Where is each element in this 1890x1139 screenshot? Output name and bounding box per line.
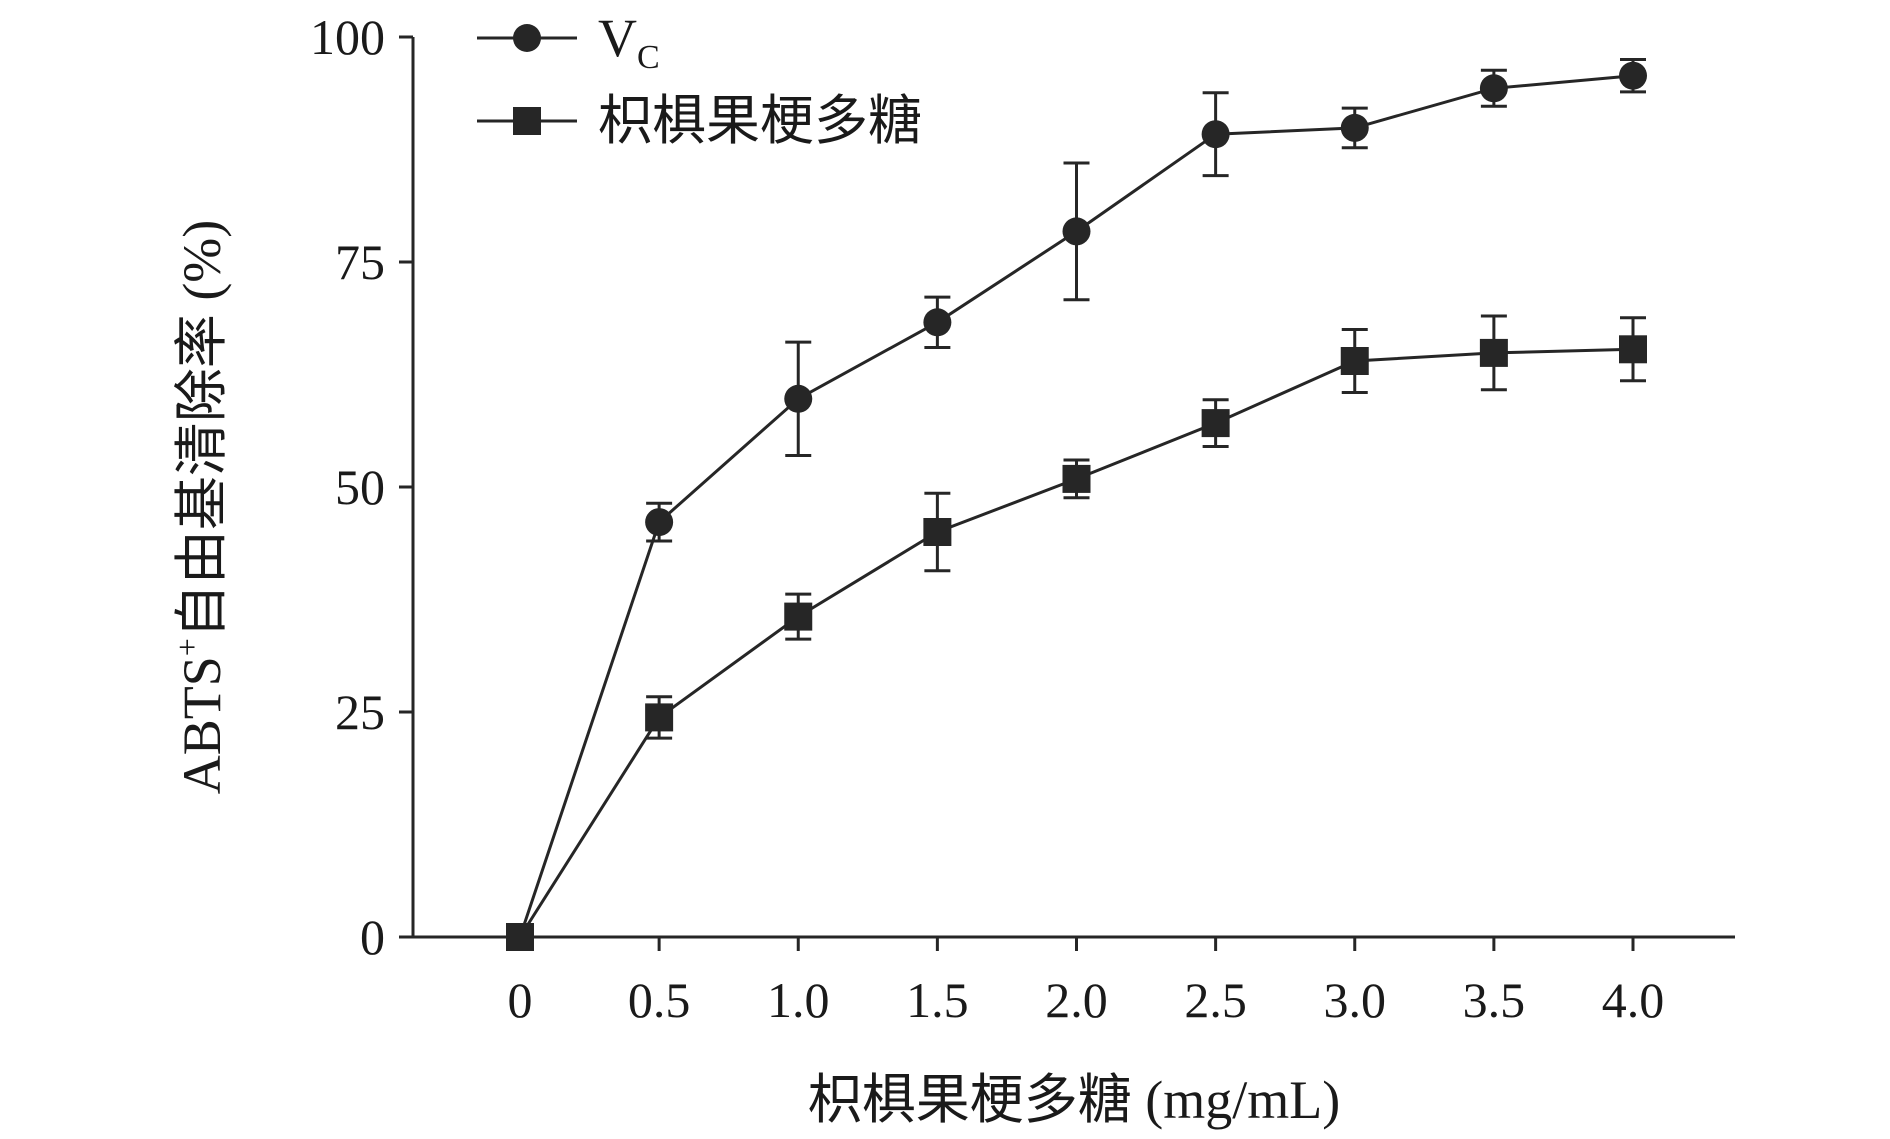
series-0 bbox=[506, 58, 1647, 951]
legend: VC 枳椇果梗多糖 bbox=[477, 8, 922, 151]
data-point-circle bbox=[1062, 217, 1091, 246]
data-point-square bbox=[506, 923, 534, 951]
y-tick-label: 25 bbox=[335, 684, 385, 740]
x-tick-label: 2.5 bbox=[1184, 972, 1247, 1028]
legend-label-vc-main: V bbox=[598, 8, 637, 68]
x-tick-label: 0 bbox=[508, 972, 533, 1028]
y-tick-label: 100 bbox=[310, 9, 385, 65]
data-point-circle bbox=[784, 384, 813, 413]
data-series bbox=[506, 58, 1647, 951]
data-point-square bbox=[1062, 464, 1091, 493]
series-1 bbox=[506, 314, 1647, 951]
y-tick-label: 0 bbox=[360, 909, 385, 965]
data-point-square bbox=[784, 602, 813, 631]
y-axis-title-superscript: + bbox=[169, 638, 205, 656]
legend-label-polysaccharide: 枳椇果梗多糖 bbox=[598, 91, 922, 151]
y-tick-label: 75 bbox=[335, 234, 385, 290]
x-tick-label: 0.5 bbox=[628, 972, 691, 1028]
data-point-circle bbox=[1479, 74, 1508, 103]
legend-circle-marker-icon bbox=[513, 24, 541, 52]
legend-square-marker-icon bbox=[513, 107, 541, 135]
x-tick-label: 3.0 bbox=[1324, 972, 1387, 1028]
y-axis-title-rest: 自由基清除率 (%) bbox=[172, 220, 232, 638]
data-point-circle bbox=[1340, 113, 1369, 142]
legend-item-vc: VC bbox=[477, 8, 660, 76]
data-point-circle bbox=[1619, 61, 1647, 90]
legend-item-polysaccharide: 枳椇果梗多糖 bbox=[477, 91, 922, 151]
y-tick-label: 50 bbox=[335, 459, 385, 515]
x-tick-label: 2.0 bbox=[1045, 972, 1108, 1028]
data-point-circle bbox=[645, 508, 674, 537]
x-tick-label: 1.5 bbox=[906, 972, 969, 1028]
y-axis-title: ABTS+自由基清除率 (%) bbox=[169, 220, 232, 795]
x-tick-label: 3.5 bbox=[1463, 972, 1526, 1028]
series-line bbox=[518, 347, 1634, 938]
data-point-circle bbox=[1201, 120, 1230, 149]
data-point-circle bbox=[923, 308, 952, 337]
legend-label-vc-subscript: C bbox=[637, 39, 660, 76]
tick-marks: 0 25 50 75 100 0 0.5 1.0 1.5 2.0 2.5 3.0 3.5 4.0 bbox=[310, 9, 1664, 1028]
data-point-square bbox=[1619, 335, 1647, 364]
y-axis-title-main: ABTS bbox=[172, 656, 232, 794]
x-tick-label: 1.0 bbox=[767, 972, 830, 1028]
data-point-square bbox=[923, 518, 952, 546]
x-axis-title: 枳椇果梗多糖 (mg/mL) bbox=[808, 1070, 1340, 1130]
data-point-square bbox=[1201, 409, 1230, 438]
legend-label-vc: VC bbox=[598, 8, 660, 76]
data-point-square bbox=[1479, 338, 1508, 367]
x-tick-label: 4.0 bbox=[1602, 972, 1665, 1028]
data-point-square bbox=[645, 703, 674, 732]
data-point-square bbox=[1340, 347, 1369, 375]
